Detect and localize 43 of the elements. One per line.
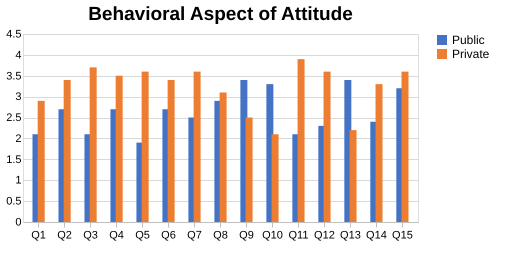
y-tick-label: 1.5 xyxy=(6,154,22,166)
chart-title: Behavioral Aspect of Attitude xyxy=(88,4,353,25)
x-tick-label: Q12 xyxy=(314,230,335,242)
bar xyxy=(324,72,331,222)
bar xyxy=(376,84,383,222)
y-tick-label: 4.5 xyxy=(6,28,22,40)
bar xyxy=(38,100,45,222)
x-tick-label: Q6 xyxy=(161,230,176,242)
y-tick-label: 2 xyxy=(15,132,22,145)
bar xyxy=(402,72,409,222)
bar xyxy=(90,67,97,222)
bar xyxy=(64,80,71,222)
bar xyxy=(194,72,201,222)
x-tick-label: Q13 xyxy=(340,230,361,242)
bar xyxy=(272,134,279,222)
x-tick-label: Q4 xyxy=(109,230,124,242)
y-tick-label: 3.5 xyxy=(6,70,22,82)
x-tick-label: Q15 xyxy=(392,230,413,242)
x-tick-label: Q3 xyxy=(83,230,98,242)
bar xyxy=(220,92,227,222)
x-tick-label: Q5 xyxy=(135,230,150,242)
bar xyxy=(298,59,305,222)
y-tick-label: 0.5 xyxy=(6,196,22,208)
x-tick-label: Q8 xyxy=(213,230,228,242)
y-tick-label: 0 xyxy=(15,216,22,228)
y-tick-label: 3 xyxy=(15,91,22,104)
x-tick-label: Q7 xyxy=(187,230,202,242)
x-tick-label: Q10 xyxy=(262,230,283,242)
bar xyxy=(142,72,149,222)
x-tick-label: Q1 xyxy=(31,230,46,242)
x-tick-label: Q9 xyxy=(239,230,254,242)
legend-label: Private xyxy=(452,47,490,61)
x-tick-label: Q11 xyxy=(288,230,308,242)
x-tick-label: Q2 xyxy=(57,230,72,242)
bar xyxy=(246,118,253,222)
y-tick-label: 2.5 xyxy=(6,112,22,124)
bar xyxy=(350,130,357,222)
bar xyxy=(168,80,175,222)
y-tick-label: 1 xyxy=(15,174,22,187)
y-tick-label: 4 xyxy=(15,49,22,62)
x-tick-label: Q14 xyxy=(366,230,387,242)
bar xyxy=(116,76,123,222)
legend-label: Public xyxy=(452,33,485,47)
